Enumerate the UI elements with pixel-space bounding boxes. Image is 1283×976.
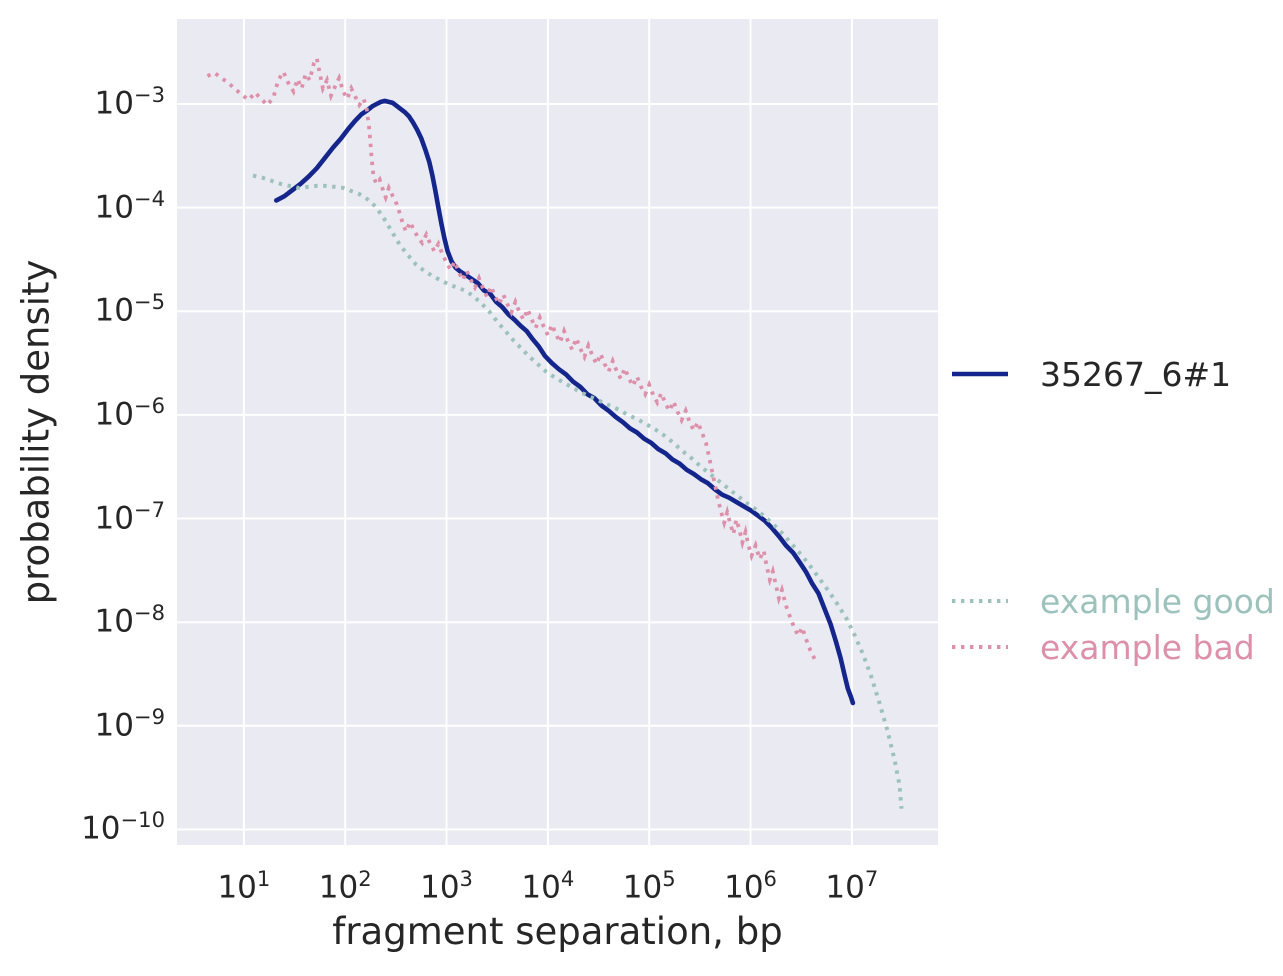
legend-item-example-good: example good [950,581,1275,621]
y-tick-label-10e-7: 10−7 [94,496,165,536]
legend-label-primary: 35267_6#1 [1040,354,1232,394]
x-tick-label-10e4: 104 [521,866,575,906]
series-line-35267-6-1 [274,98,856,706]
y-tick-label-10e-6: 10−6 [94,392,165,433]
legend-item-example-bad: example bad [950,627,1255,667]
x-tick-label-10e2: 102 [318,866,372,906]
legend-label-example-bad: example bad [1040,627,1255,667]
legend-item-primary: 35267_6#1 [950,354,1231,394]
x-tick-label-10e3: 103 [420,866,473,906]
y-tick-label-10e-10: 10−10 [81,807,165,847]
legend-solid-line-sample [952,371,1008,377]
legend-label-example-good: example good [1040,581,1275,621]
chart-canvas [177,19,938,845]
y-tick-label-10e-4: 10−4 [94,185,165,225]
y-axis-label: probability density [14,259,58,605]
y-tick-label-10e-3: 10−3 [94,81,165,122]
x-tick-label-10e6: 106 [724,866,777,906]
x-tick-label-10e1: 101 [217,866,271,906]
legend-dotted-line-sample-good [952,599,1008,603]
series-line-example-bad [206,53,820,665]
series-line-example-good [252,173,904,809]
plot-area [177,19,938,845]
y-tick-label-10e-5: 10−5 [94,289,165,329]
x-tick-label-10e7: 107 [825,866,879,906]
x-axis-label: fragment separation, bp [332,910,783,953]
legend-dotted-line-sample-bad [952,645,1008,649]
y-tick-label-10e-8: 10−8 [94,600,165,640]
y-tick-label-10e-9: 10−9 [94,703,165,744]
x-tick-label-10e5: 105 [622,866,676,906]
